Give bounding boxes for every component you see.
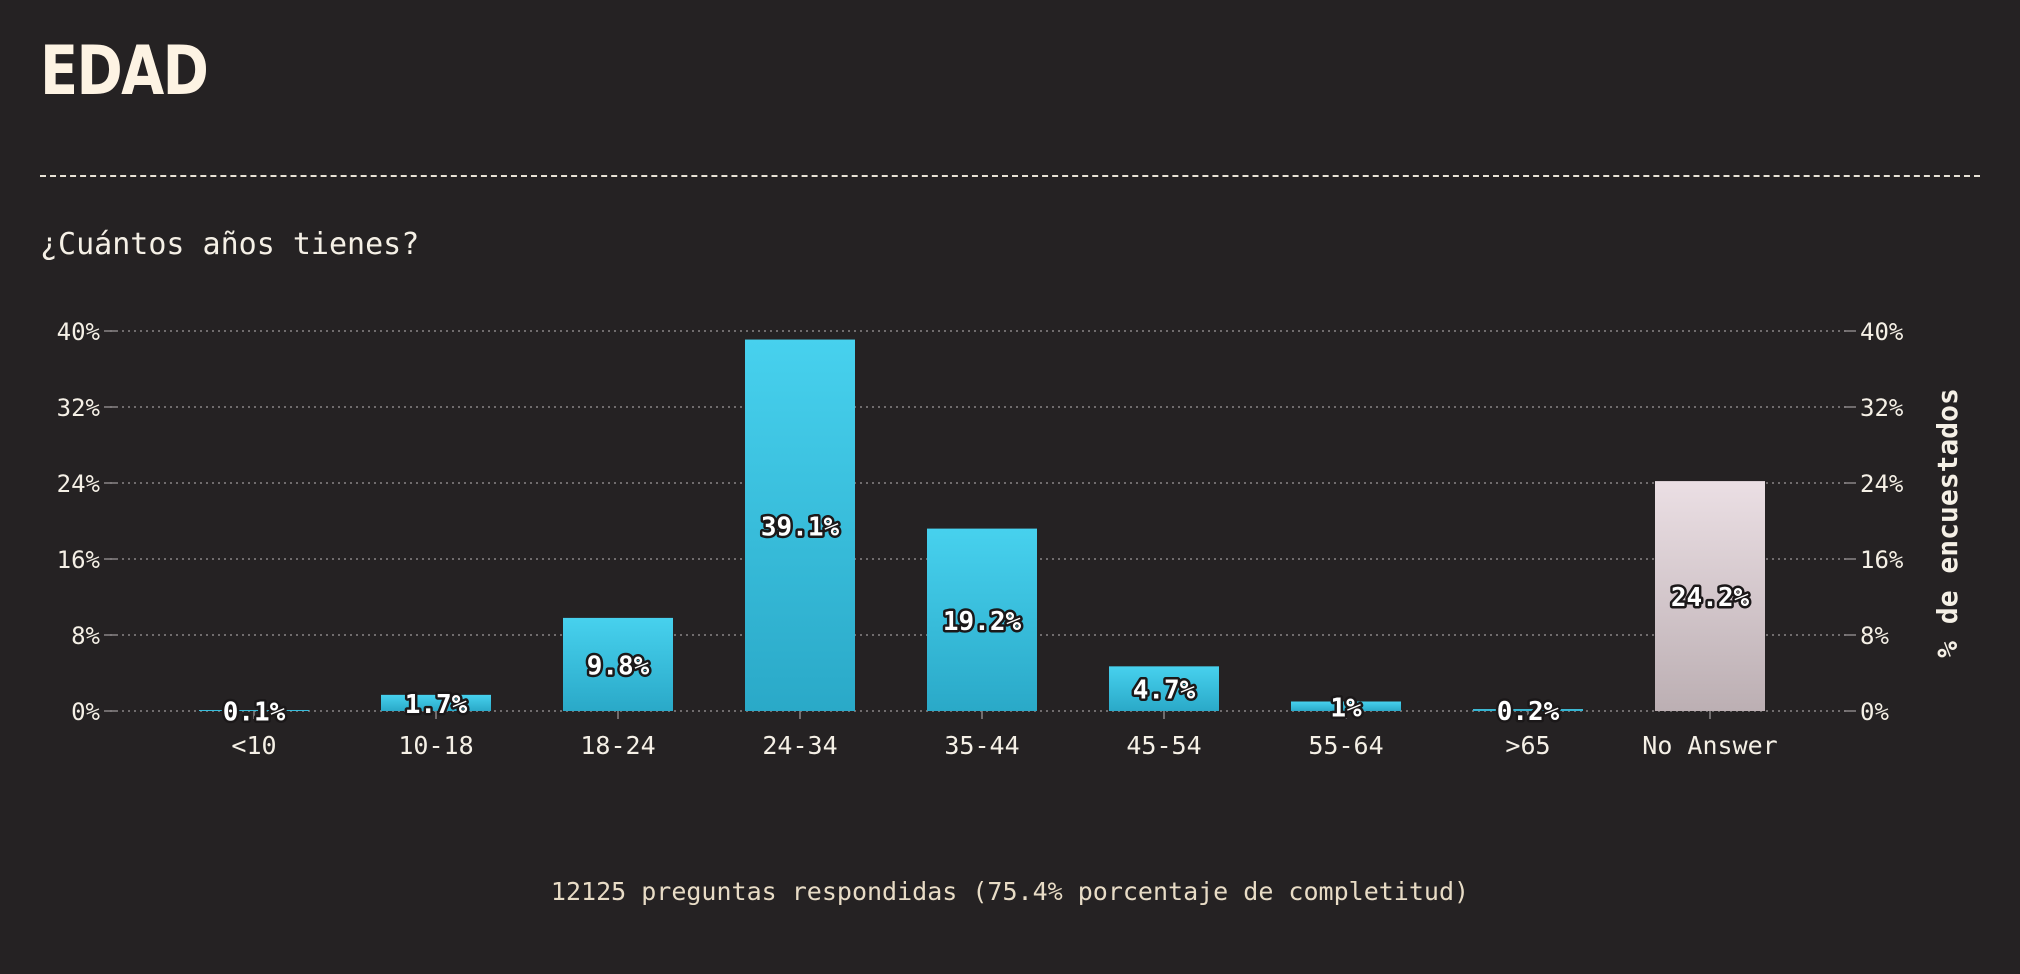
x-tick-label: 10-18 <box>398 731 473 760</box>
value-label: 4.7% <box>1133 676 1196 706</box>
x-tick-label: >65 <box>1505 731 1550 760</box>
y-axis-title-right: % de encuestados <box>1931 388 1964 658</box>
y-tick-label-left: 40% <box>57 318 101 346</box>
y-tick-label-left: 8% <box>71 622 100 650</box>
bar <box>927 528 1037 711</box>
age-bar-chart: 0% 0% 8% 8% 16% 16% 24% 24% 32% 32% 40% 40% <10 0.1% 1… <box>57 318 1964 760</box>
x-tick-label: No Answer <box>1642 731 1777 760</box>
x-tick-label: 35-44 <box>944 731 1019 760</box>
bar <box>381 694 491 711</box>
y-tick-label-right: 24% <box>1860 470 1904 498</box>
bar <box>199 710 309 711</box>
x-tick-label: 24-34 <box>762 731 837 760</box>
value-label: 1% <box>1330 693 1362 723</box>
y-tick-label-right: 40% <box>1860 318 1904 346</box>
value-label: 19.2% <box>943 607 1022 637</box>
bar <box>1291 701 1401 711</box>
y-tick-label-left: 24% <box>57 470 101 498</box>
value-label: 0.2% <box>1497 697 1560 727</box>
y-tick-label-left: 0% <box>71 698 100 726</box>
labels-layer: 0% 0% 8% 8% 16% 16% 24% 24% 32% 32% 40% 40% <10 0.1% 1… <box>57 318 1904 760</box>
bars-layer <box>199 339 1765 711</box>
y-tick-label-right: 16% <box>1860 546 1904 574</box>
question-text: ¿Cuántos años tienes? <box>40 227 420 262</box>
page-title: EDAD <box>40 32 209 111</box>
x-tick-label: 18-24 <box>580 731 655 760</box>
bar <box>1655 481 1765 711</box>
value-label: 9.8% <box>587 651 650 681</box>
value-label: 24.2% <box>1671 583 1750 613</box>
value-label: 0.1% <box>223 698 286 728</box>
header-divider <box>40 175 1980 177</box>
y-tick-label-right: 8% <box>1860 622 1889 650</box>
y-tick-label-right: 32% <box>1860 394 1904 422</box>
y-tick-label-right: 0% <box>1860 698 1889 726</box>
bar <box>1473 709 1583 711</box>
x-tick-label: 55-64 <box>1308 731 1383 760</box>
y-tick-label-left: 32% <box>57 394 101 422</box>
footer-note: 12125 preguntas respondidas (75.4% porce… <box>550 877 1470 906</box>
value-label: 1.7% <box>405 690 468 720</box>
bar <box>1109 666 1219 711</box>
x-tick-label: <10 <box>231 731 276 760</box>
x-tick-label: 45-54 <box>1126 731 1201 760</box>
y-tick-label-left: 16% <box>57 546 101 574</box>
bar <box>745 339 855 711</box>
value-label: 39.1% <box>761 512 840 542</box>
bar <box>563 617 673 711</box>
